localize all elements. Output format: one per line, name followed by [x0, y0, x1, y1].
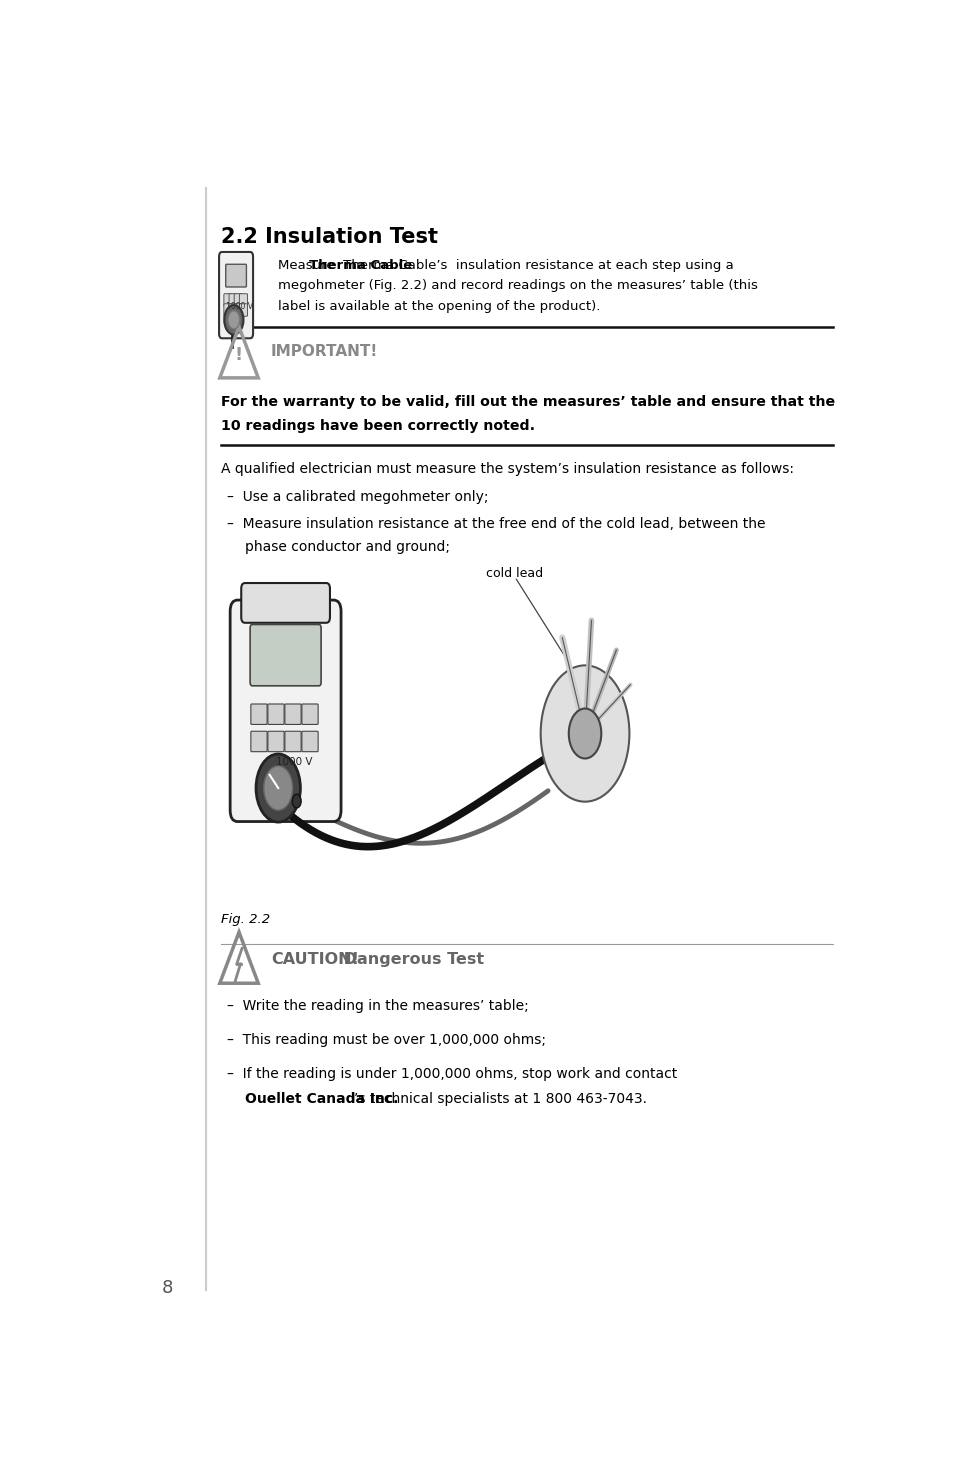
Text: Ouellet Canada Inc.: Ouellet Canada Inc.: [245, 1093, 398, 1106]
FancyBboxPatch shape: [285, 704, 301, 724]
Text: –  Use a calibrated megohmeter only;: – Use a calibrated megohmeter only;: [227, 491, 488, 504]
FancyBboxPatch shape: [251, 732, 267, 752]
FancyBboxPatch shape: [241, 583, 330, 622]
FancyBboxPatch shape: [224, 294, 232, 307]
Text: –  Write the reading in the measures’ table;: – Write the reading in the measures’ tab…: [227, 999, 528, 1013]
Text: –  Measure insulation resistance at the free end of the cold lead, between the: – Measure insulation resistance at the f…: [227, 516, 765, 531]
Text: –  If the reading is under 1,000,000 ohms, stop work and contact: – If the reading is under 1,000,000 ohms…: [227, 1068, 677, 1081]
Circle shape: [540, 665, 629, 802]
Text: For the warranty to be valid, fill out the measures’ table and ensure that the: For the warranty to be valid, fill out t…: [221, 395, 835, 409]
Circle shape: [224, 305, 243, 335]
Circle shape: [264, 766, 293, 810]
FancyBboxPatch shape: [234, 304, 242, 316]
Circle shape: [292, 794, 301, 808]
FancyBboxPatch shape: [250, 624, 321, 686]
Text: label is available at the opening of the product).: label is available at the opening of the…: [278, 299, 600, 313]
Text: ’s technical specialists at 1 800 463-7043.: ’s technical specialists at 1 800 463-70…: [354, 1093, 647, 1106]
Circle shape: [228, 311, 239, 329]
FancyBboxPatch shape: [268, 704, 284, 724]
Text: 1000 V: 1000 V: [225, 302, 253, 311]
FancyBboxPatch shape: [230, 600, 341, 822]
Text: –  This reading must be over 1,000,000 ohms;: – This reading must be over 1,000,000 oh…: [227, 1034, 546, 1047]
Text: Measure  Therma Cable’s  insulation resistance at each step using a: Measure Therma Cable’s insulation resist…: [278, 258, 733, 271]
FancyBboxPatch shape: [234, 294, 242, 307]
Text: 10 readings have been correctly noted.: 10 readings have been correctly noted.: [221, 419, 535, 434]
FancyBboxPatch shape: [239, 304, 247, 316]
Text: CAUTION!: CAUTION!: [271, 951, 358, 966]
Text: IMPORTANT!: IMPORTANT!: [271, 344, 377, 358]
FancyBboxPatch shape: [251, 704, 267, 724]
FancyBboxPatch shape: [268, 732, 284, 752]
FancyBboxPatch shape: [239, 294, 247, 307]
Circle shape: [270, 794, 278, 808]
Text: cold lead: cold lead: [486, 566, 543, 580]
FancyBboxPatch shape: [224, 304, 232, 316]
Text: !: !: [234, 345, 243, 364]
FancyBboxPatch shape: [229, 294, 237, 307]
Text: Fig. 2.2: Fig. 2.2: [221, 913, 270, 926]
FancyBboxPatch shape: [285, 732, 301, 752]
FancyBboxPatch shape: [301, 732, 317, 752]
Text: 8: 8: [161, 1279, 172, 1297]
Text: 2.2 Insulation Test: 2.2 Insulation Test: [221, 227, 437, 246]
FancyBboxPatch shape: [229, 304, 237, 316]
Text: phase conductor and ground;: phase conductor and ground;: [245, 540, 450, 555]
Circle shape: [568, 708, 600, 758]
Text: 1000 V: 1000 V: [276, 757, 313, 767]
Text: megohmeter (Fig. 2.2) and record readings on the measures’ table (this: megohmeter (Fig. 2.2) and record reading…: [278, 279, 758, 292]
Circle shape: [255, 754, 300, 822]
FancyBboxPatch shape: [226, 264, 246, 288]
FancyBboxPatch shape: [301, 704, 317, 724]
Text: Dangerous Test: Dangerous Test: [337, 951, 484, 966]
FancyBboxPatch shape: [219, 252, 253, 338]
Text: Therma Cable: Therma Cable: [309, 258, 412, 271]
Text: A qualified electrician must measure the system’s insulation resistance as follo: A qualified electrician must measure the…: [221, 462, 794, 476]
